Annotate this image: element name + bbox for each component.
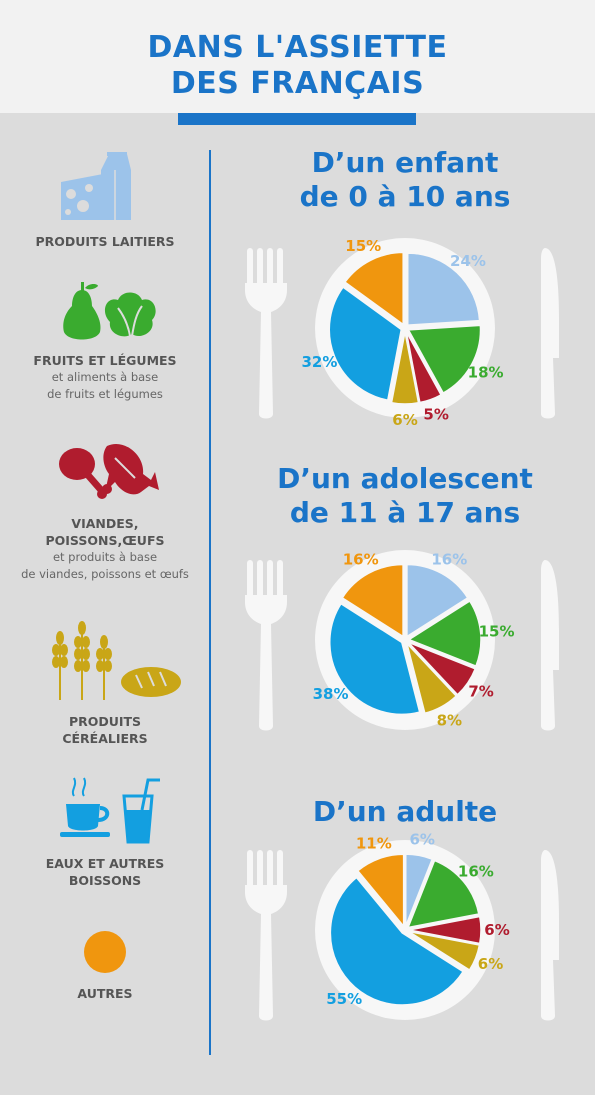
legend-item-cereales: PRODUITS CÉRÉALIERS xyxy=(0,713,210,747)
pie-label-laitiers: 6% xyxy=(410,831,435,849)
knife-icon xyxy=(541,850,559,1021)
knife-icon xyxy=(541,560,559,731)
meat-fish-icon xyxy=(59,444,159,499)
pie-chart-adolescent: 16% 15% 7% 8% 38% 16% xyxy=(245,550,559,731)
legend-label: EAUX ET AUTRES BOISSONS xyxy=(45,856,165,888)
pie-label-fruits: 16% xyxy=(458,862,494,880)
pie-slice-autres xyxy=(341,563,404,638)
legend-label: PRODUITS CÉRÉALIERS xyxy=(62,714,148,746)
pie-label-eaux: 32% xyxy=(302,353,338,371)
pie-chart-enfant: 24% 18% 5% 6% 32% 15% xyxy=(245,237,559,428)
page-title: DANS L'ASSIETTE DES FRANÇAIS xyxy=(0,30,595,102)
pie-slice-eaux xyxy=(329,602,421,716)
chart-title-adolescent: D’un adolescent de 11 à 17 ans xyxy=(277,462,533,529)
cup-glass-icon xyxy=(60,777,160,844)
pie-label-viandes: 7% xyxy=(468,683,493,701)
chart-title-enfant: D’un enfant de 0 à 10 ans xyxy=(299,146,511,213)
wheat-bread-icon xyxy=(52,621,181,700)
pear-lettuce-icon xyxy=(63,282,156,340)
pie-label-fruits: 18% xyxy=(468,363,504,381)
orange-dot-icon xyxy=(84,931,126,973)
pie-label-autres: 15% xyxy=(345,237,381,255)
legend-item-fruits: FRUITS ET LÉGUMES et aliments à base de … xyxy=(0,352,210,403)
chart-title-adulte: D’un adulte xyxy=(312,795,498,828)
pie-slice-laitiers xyxy=(405,853,434,927)
pie-slice-laitiers xyxy=(406,563,469,638)
pie-label-fruits: 15% xyxy=(479,622,515,640)
pie-slice-eaux xyxy=(328,286,403,402)
pie-slice-cereales xyxy=(408,930,481,972)
legend-label: VIANDES, POISSONS,ŒUFS xyxy=(45,516,165,548)
pie-label-viandes: 6% xyxy=(484,921,509,939)
pie-label-eaux: 38% xyxy=(313,685,349,703)
legend-label: AUTRES xyxy=(77,986,133,1001)
fork-icon xyxy=(245,560,287,731)
pie-label-cereales: 6% xyxy=(392,411,417,428)
pie-label-viandes: 5% xyxy=(423,406,448,424)
knife-icon xyxy=(541,248,559,419)
pie-label-cereales: 8% xyxy=(437,712,462,730)
page-title-line1: DANS L'ASSIETTE xyxy=(147,30,448,65)
pie-label-autres: 16% xyxy=(343,550,379,568)
pie-label-laitiers: 16% xyxy=(431,550,467,568)
pie-slice-viandes xyxy=(407,641,477,696)
pie-slice-autres xyxy=(356,853,405,929)
header-accent-bar xyxy=(178,113,416,125)
pie-slice-fruits xyxy=(407,600,482,668)
pie-slice-cereales xyxy=(406,642,458,715)
pie-slice-viandes xyxy=(408,915,482,945)
legend-label: FRUITS ET LÉGUMES xyxy=(33,353,177,368)
legend-sublabel: et produits à base de viandes, poissons … xyxy=(21,550,189,581)
legend-item-autres: AUTRES xyxy=(0,985,210,1002)
pie-chart-adulte: 6% 16% 6% 6% 55% 11% xyxy=(245,831,559,1021)
pie-label-autres: 11% xyxy=(356,834,392,852)
cheese-milk-icon xyxy=(61,152,131,220)
legend-label: PRODUITS LAITIERS xyxy=(35,234,175,249)
pie-slice-eaux xyxy=(329,876,465,1006)
column-divider xyxy=(209,150,211,1055)
pie-slice-fruits xyxy=(407,324,482,395)
legend-sublabel: et aliments à base de fruits et légumes xyxy=(47,370,163,401)
pie-slice-fruits xyxy=(406,859,480,929)
legend-item-eaux: EAUX ET AUTRES BOISSONS xyxy=(0,855,210,889)
pie-slice-viandes xyxy=(405,331,443,404)
pie-label-eaux: 55% xyxy=(326,990,362,1008)
fork-icon xyxy=(245,248,287,419)
legend-item-laitiers: PRODUITS LAITIERS xyxy=(0,233,210,250)
pie-slice-autres xyxy=(343,251,404,326)
pie-label-laitiers: 24% xyxy=(450,252,486,270)
legend-item-viandes: VIANDES, POISSONS,ŒUFS et produits à bas… xyxy=(0,515,210,583)
fork-icon xyxy=(245,850,287,1021)
header: DANS L'ASSIETTE DES FRANÇAIS xyxy=(0,0,595,113)
pie-slice-laitiers xyxy=(406,252,481,326)
page-title-line2: DES FRANÇAIS xyxy=(170,66,425,101)
pie-label-cereales: 6% xyxy=(478,955,503,973)
pie-slice-cereales xyxy=(390,331,420,405)
